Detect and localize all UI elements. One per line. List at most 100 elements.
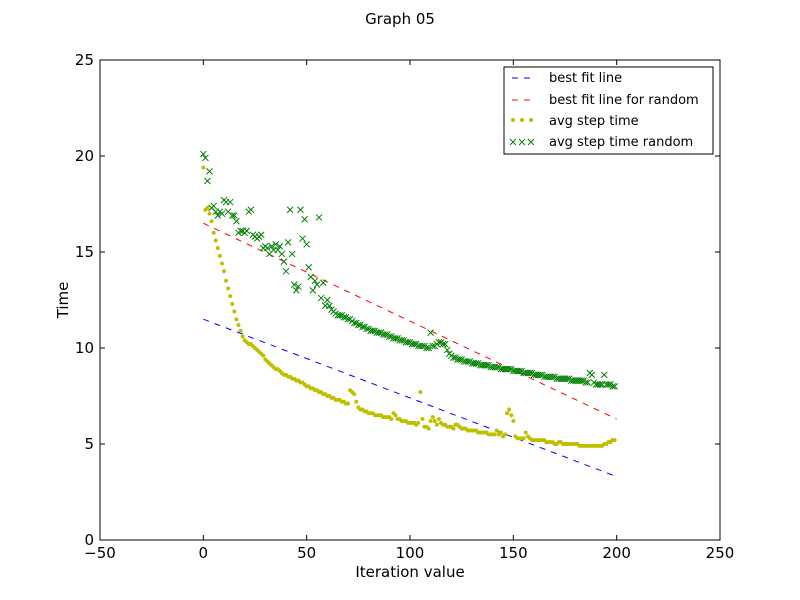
y-tick-label: 5 (84, 435, 94, 453)
data-point-x (309, 287, 317, 294)
data-point-x (233, 217, 240, 225)
data-point-x (398, 336, 406, 344)
data-point-x (450, 354, 457, 361)
data-point-x (516, 367, 523, 375)
data-point (420, 417, 425, 422)
fit-line (203, 222, 617, 420)
data-point (523, 430, 528, 435)
data-point-x (237, 227, 244, 235)
data-point-x (264, 244, 271, 252)
data-point-x (611, 383, 618, 390)
data-point (416, 420, 421, 425)
data-point-x (582, 379, 590, 386)
data-point (228, 294, 233, 299)
data-point-x (247, 206, 255, 214)
data-point-x (404, 338, 412, 346)
data-point-x (375, 329, 383, 336)
data-point (240, 334, 245, 339)
data-point (207, 211, 212, 216)
data-point-x (276, 242, 284, 250)
data-point-x (472, 360, 480, 367)
legend-entry-avg-step-time-random: avg step time random (509, 135, 693, 150)
y-tick-label: 20 (75, 147, 94, 165)
data-point-x (563, 375, 571, 383)
x-tick-label: 150 (499, 544, 528, 562)
x-tick-label: −50 (84, 544, 116, 562)
data-point (492, 432, 497, 437)
data-point-x (268, 242, 275, 250)
data-point (219, 261, 224, 266)
data-point (507, 407, 512, 412)
data-point-x (410, 340, 418, 348)
data-point-x (549, 373, 556, 381)
legend-label: best fit line for random (549, 93, 699, 108)
series-1 (203, 222, 617, 420)
data-point-x (443, 346, 451, 354)
data-point (205, 205, 210, 210)
data-point-x (600, 371, 608, 379)
data-point-x (228, 212, 236, 219)
data-point-x (257, 231, 265, 239)
data-point (451, 426, 456, 431)
data-point-x (319, 279, 327, 287)
data-point-x (344, 315, 352, 323)
data-point-x (578, 377, 585, 384)
data-point (436, 417, 441, 422)
data-point (346, 401, 350, 406)
data-point-x (206, 168, 213, 175)
data-point (215, 246, 220, 251)
legend-marker-dot (520, 118, 524, 122)
data-point (428, 418, 433, 423)
data-point (432, 418, 437, 423)
data-point (418, 390, 423, 395)
data-point-x (303, 240, 311, 248)
data-point-x (429, 342, 437, 350)
data-point-x (305, 264, 313, 271)
data-point (426, 426, 431, 431)
y-tick-label: 0 (84, 531, 94, 549)
data-point (354, 399, 359, 404)
data-point (236, 322, 241, 327)
data-point (430, 415, 435, 420)
data-point (213, 238, 218, 243)
series-3 (199, 150, 618, 390)
data-point-x (536, 371, 544, 379)
legend-marker-dot (529, 118, 533, 122)
data-point (209, 219, 214, 224)
data-point-x (214, 212, 222, 219)
data-point-x (505, 365, 513, 373)
data-point-x (323, 296, 331, 304)
data-point (389, 417, 394, 422)
data-point-x (596, 381, 604, 388)
data-point-x (493, 363, 501, 371)
data-point-x (226, 198, 234, 206)
fit-line (203, 318, 617, 478)
legend-entry-best-fit-line-random: best fit line for random (512, 93, 699, 108)
y-tick-label: 10 (75, 339, 94, 357)
data-point-x (336, 312, 344, 319)
data-point-x (381, 331, 389, 338)
legend-label: avg step time (549, 114, 639, 129)
data-point-x (202, 154, 209, 162)
data-point-x (301, 216, 308, 223)
data-point-x (584, 379, 592, 386)
data-point-x (427, 329, 435, 336)
data-point-x (526, 369, 534, 377)
data-point (509, 413, 514, 418)
legend-entry-best-fit-line: best fit line (512, 71, 622, 86)
series-0 (203, 318, 617, 478)
data-point-x (326, 302, 333, 310)
data-point-x (435, 338, 443, 346)
data-point (498, 430, 503, 435)
legend-entry-avg-step-time: avg step time (511, 114, 639, 129)
data-point (521, 436, 526, 441)
data-point-x (210, 202, 218, 210)
data-point-x (483, 361, 490, 369)
data-point-x (280, 258, 288, 265)
y-tick-label: 25 (75, 51, 94, 69)
data-point-x (605, 381, 612, 388)
data-point-x (350, 319, 358, 327)
data-point-x (278, 250, 286, 258)
data-point-x (588, 371, 596, 379)
